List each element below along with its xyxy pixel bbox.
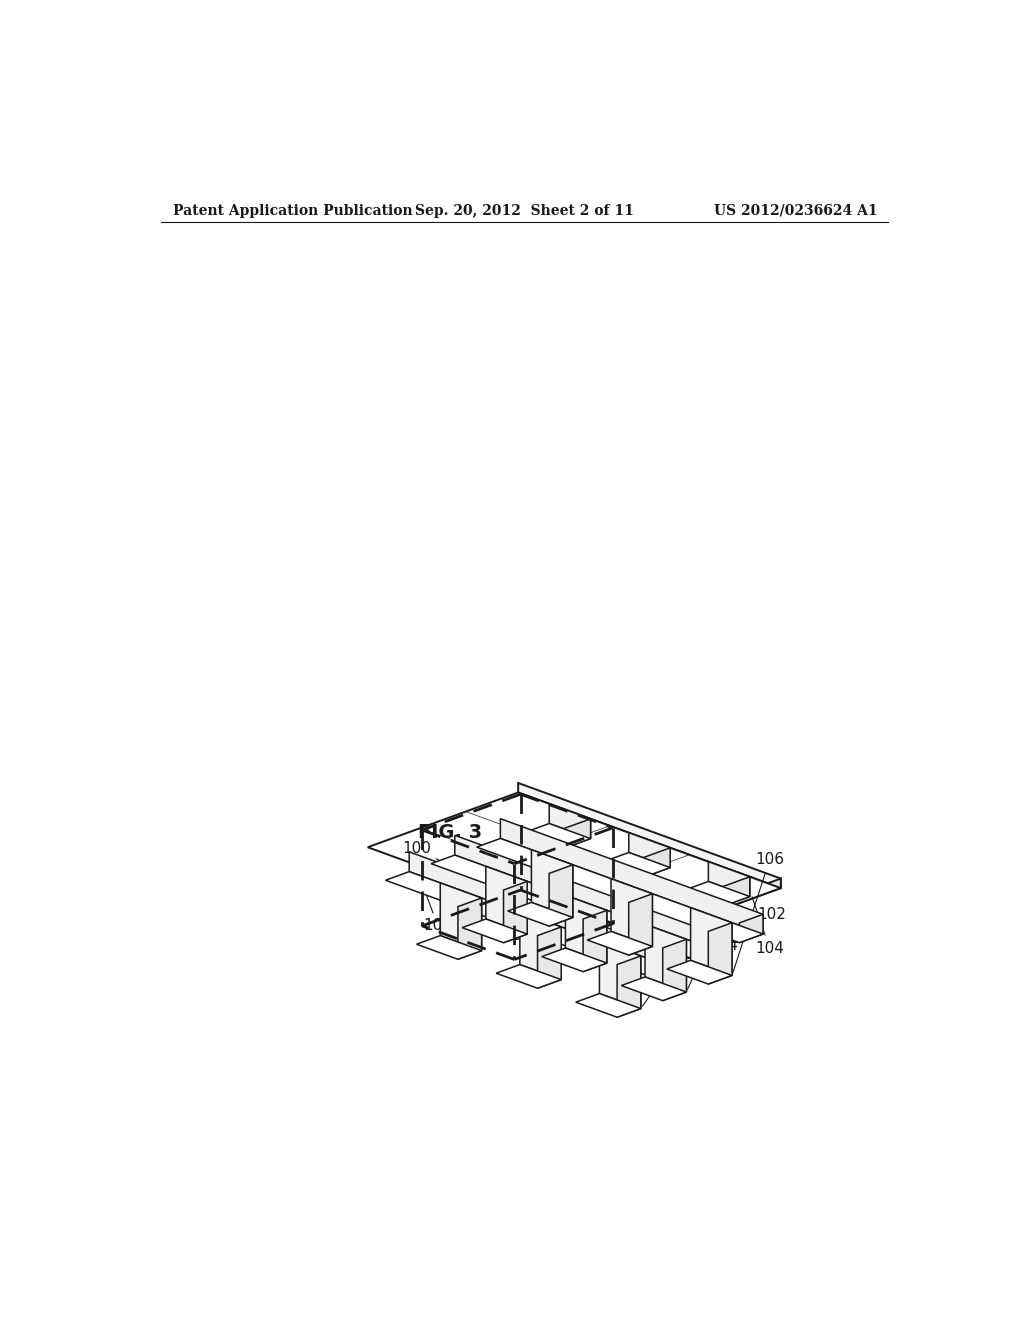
Polygon shape <box>622 977 686 1001</box>
Polygon shape <box>631 879 781 942</box>
Polygon shape <box>417 936 481 960</box>
Polygon shape <box>458 898 481 960</box>
Polygon shape <box>440 883 481 950</box>
Polygon shape <box>667 961 732 983</box>
Text: 106: 106 <box>687 900 738 990</box>
Polygon shape <box>385 871 672 975</box>
Polygon shape <box>558 882 750 952</box>
Polygon shape <box>565 895 607 964</box>
Polygon shape <box>431 855 718 960</box>
Polygon shape <box>599 941 641 1008</box>
Text: 104: 104 <box>663 929 693 950</box>
Text: FIG. 3: FIG. 3 <box>418 822 482 842</box>
Polygon shape <box>462 919 527 942</box>
Polygon shape <box>549 865 572 927</box>
Text: 106: 106 <box>733 853 784 973</box>
Polygon shape <box>611 879 652 946</box>
Text: 102: 102 <box>706 931 740 945</box>
Polygon shape <box>663 940 686 1001</box>
Polygon shape <box>617 956 641 1018</box>
Polygon shape <box>508 903 572 927</box>
Polygon shape <box>538 927 561 989</box>
Polygon shape <box>583 911 607 972</box>
Polygon shape <box>485 866 527 935</box>
Polygon shape <box>629 894 652 956</box>
Text: 108: 108 <box>501 907 531 944</box>
Polygon shape <box>520 912 561 979</box>
Polygon shape <box>542 948 607 972</box>
Polygon shape <box>648 948 672 975</box>
Polygon shape <box>645 924 686 993</box>
Polygon shape <box>504 882 527 942</box>
Polygon shape <box>497 965 561 989</box>
Polygon shape <box>693 931 718 960</box>
Text: 100: 100 <box>402 841 473 878</box>
Polygon shape <box>531 850 572 917</box>
Polygon shape <box>588 932 652 956</box>
Polygon shape <box>410 851 672 968</box>
Polygon shape <box>709 862 750 896</box>
Text: 106: 106 <box>642 948 693 1006</box>
Text: 104: 104 <box>707 913 738 953</box>
Polygon shape <box>501 818 763 935</box>
Polygon shape <box>599 876 750 952</box>
Text: 104: 104 <box>752 896 784 956</box>
Polygon shape <box>549 804 591 838</box>
Polygon shape <box>709 923 732 983</box>
Text: 102: 102 <box>754 907 786 927</box>
Text: 102: 102 <box>660 954 695 969</box>
Polygon shape <box>455 836 718 950</box>
Polygon shape <box>477 838 763 942</box>
Polygon shape <box>629 833 670 867</box>
Polygon shape <box>478 853 670 923</box>
Text: 108: 108 <box>421 879 453 933</box>
Polygon shape <box>520 847 670 923</box>
Text: Sep. 20, 2012  Sheet 2 of 11: Sep. 20, 2012 Sheet 2 of 11 <box>416 203 634 218</box>
Polygon shape <box>690 908 732 975</box>
Text: Patent Application Publication: Patent Application Publication <box>173 203 413 218</box>
Polygon shape <box>575 994 641 1018</box>
Polygon shape <box>440 818 591 894</box>
Polygon shape <box>368 792 781 942</box>
Polygon shape <box>398 824 591 894</box>
Polygon shape <box>739 915 763 942</box>
Polygon shape <box>518 783 781 888</box>
Text: 108: 108 <box>579 933 611 953</box>
Text: US 2012/0236624 A1: US 2012/0236624 A1 <box>714 203 878 218</box>
